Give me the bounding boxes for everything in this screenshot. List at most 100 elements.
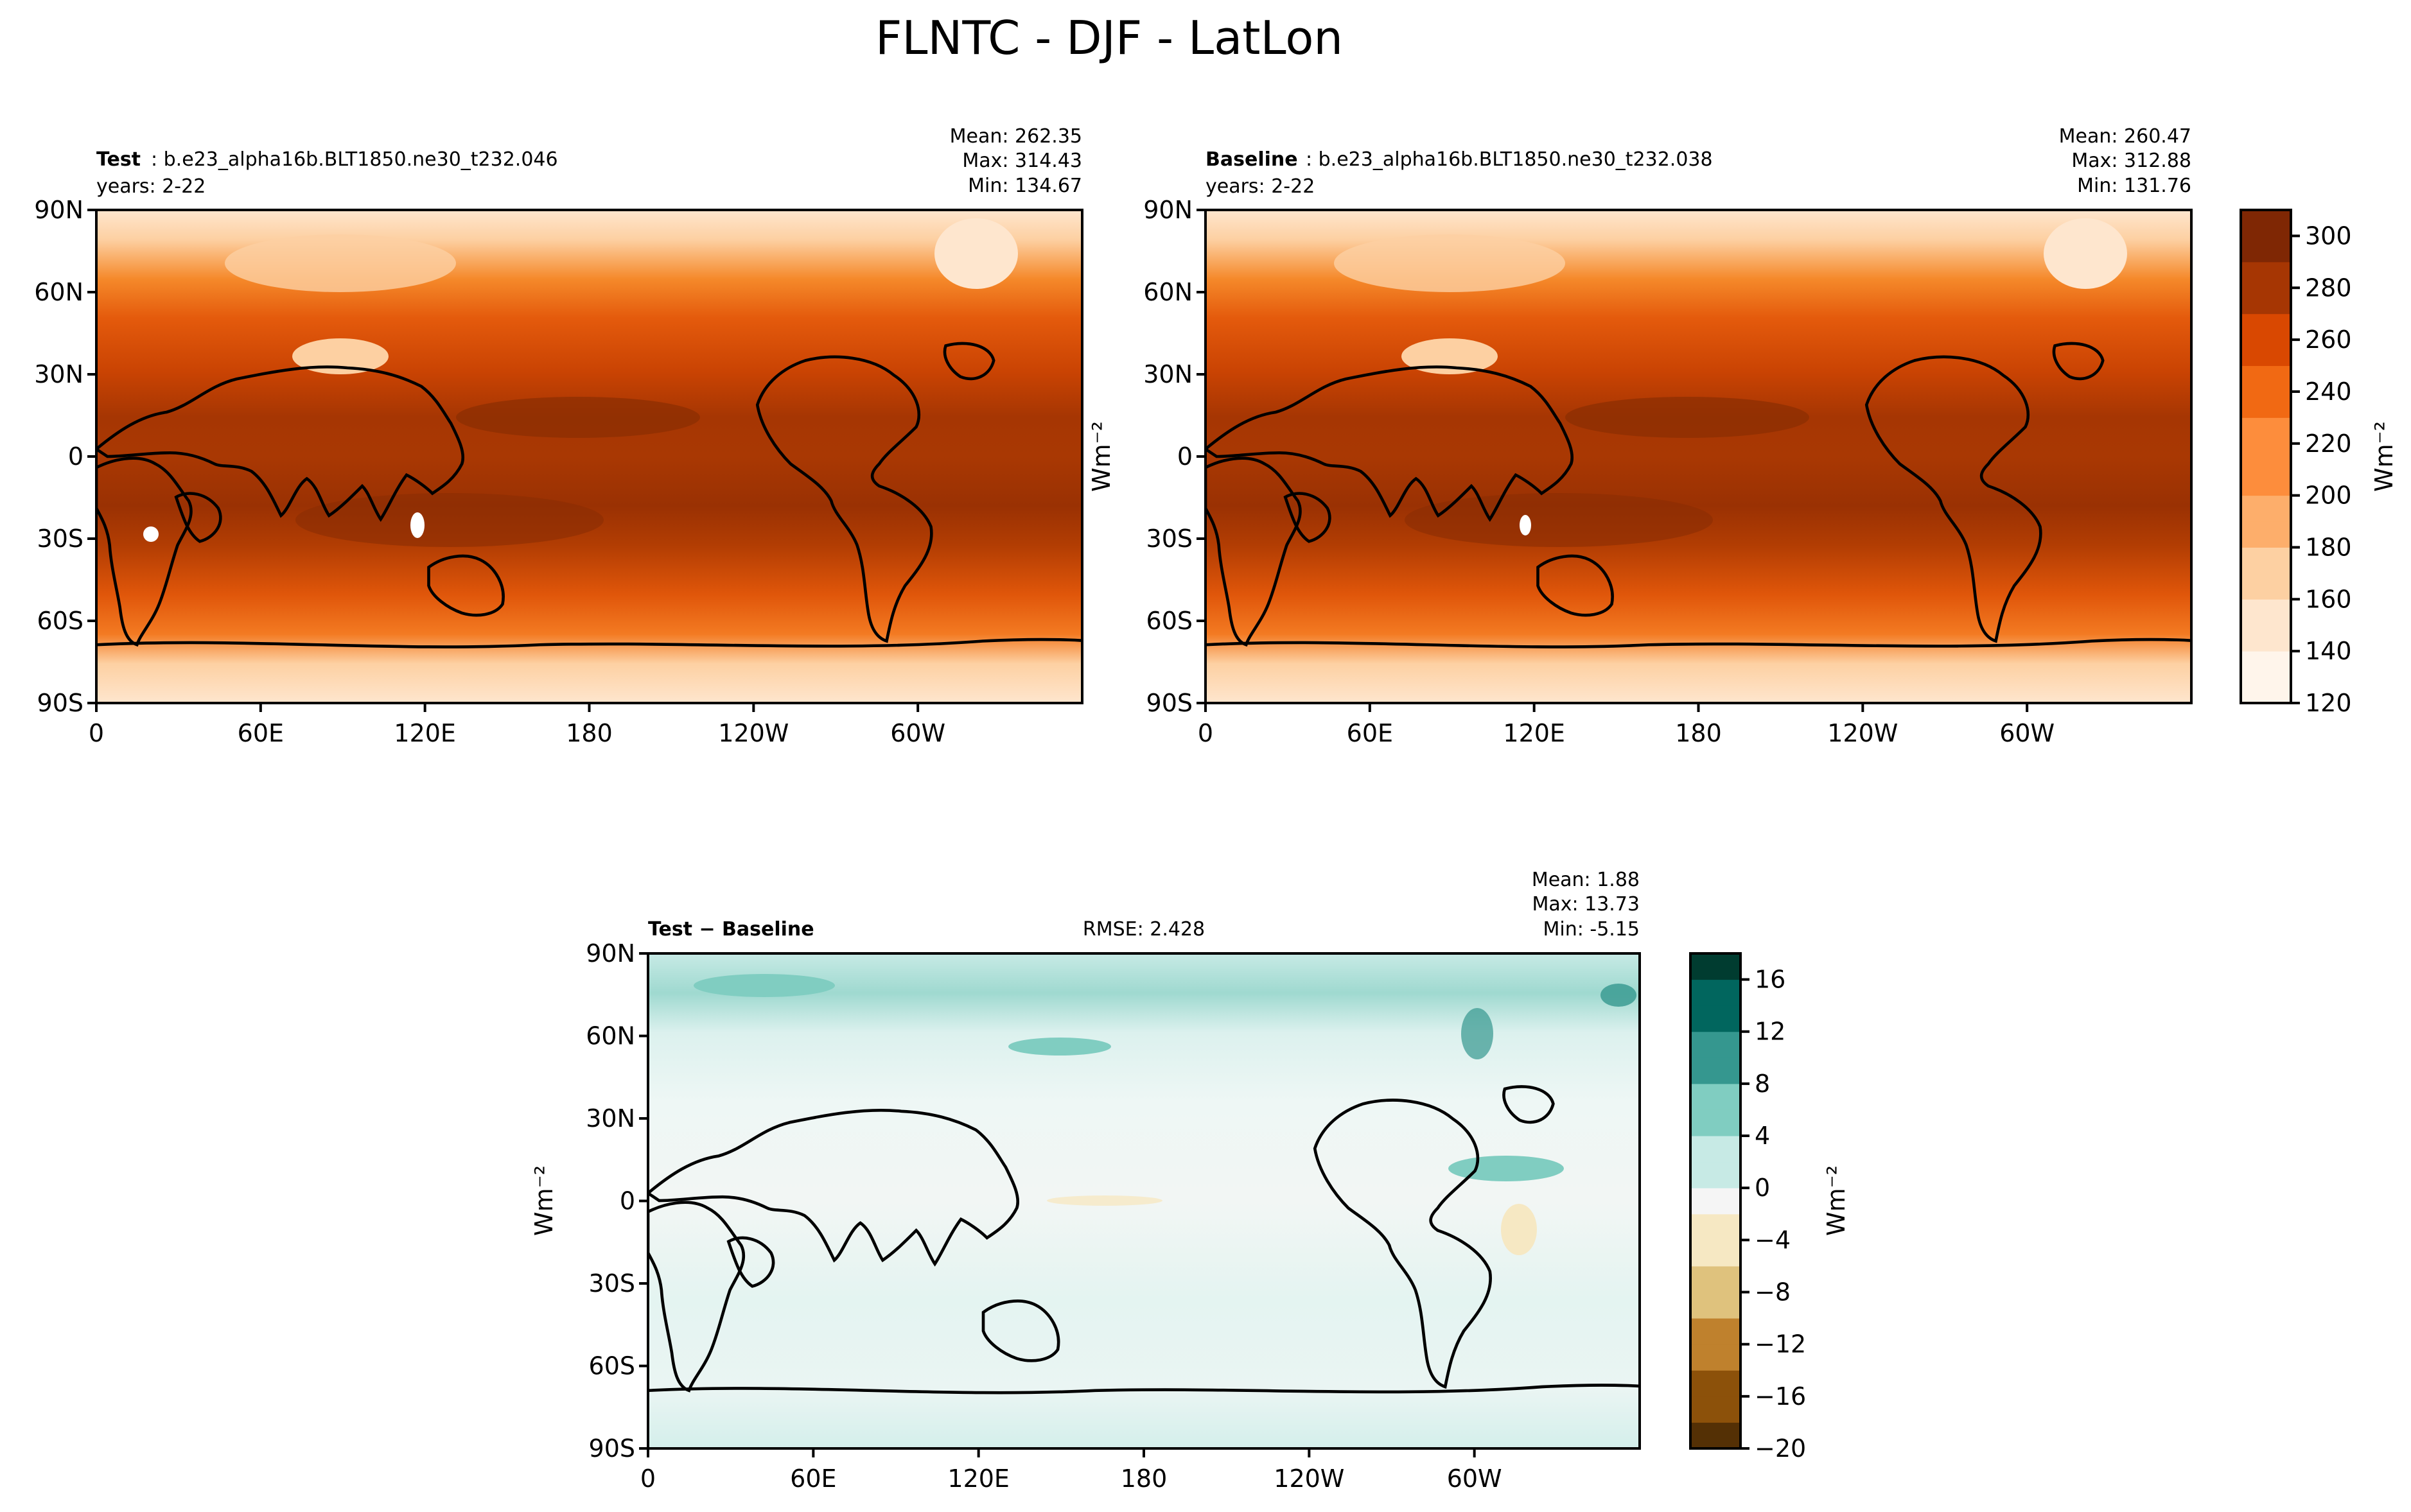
ytick-label: 30S xyxy=(589,1269,635,1298)
baseline-tibet-feature xyxy=(1401,338,1498,374)
colorbar-diff-swatch xyxy=(1690,1057,1740,1084)
colorbar-main-label: 240 xyxy=(2305,378,2352,406)
colorbar-diff-swatch xyxy=(1690,1265,1740,1293)
colorbar-diff-swatch xyxy=(1690,979,1740,1006)
diff-atlantic-high xyxy=(1448,1156,1564,1181)
xtick-label: 120W xyxy=(1274,1464,1344,1493)
test-label-case: : b.e23_alpha16b.BLT1850.ne30_t232.046 xyxy=(151,148,558,171)
colorbar-main-swatch xyxy=(2241,443,2291,470)
diff-min: Min: -5.15 xyxy=(1543,918,1640,941)
baseline-label-case: : b.e23_alpha16b.BLT1850.ne30_t232.038 xyxy=(1306,148,1713,171)
colorbar-diff-swatch xyxy=(1690,1396,1740,1423)
ytick-label: 0 xyxy=(620,1187,635,1215)
panel-baseline: Baseline : b.e23_alpha16b.BLT1850.ne30_t… xyxy=(1143,125,2193,747)
colorbar-main-label: 180 xyxy=(2305,533,2352,561)
test-max: Max: 314.43 xyxy=(962,150,1082,172)
colorbar-diff-label: −12 xyxy=(1755,1330,1806,1359)
xtick-label: 0 xyxy=(640,1464,656,1493)
baseline-greenland-cold xyxy=(2044,218,2127,289)
colorbar-diff-swatch xyxy=(1690,1292,1740,1319)
baseline-australia-spot xyxy=(1520,515,1531,535)
colorbar-main-label: 300 xyxy=(2305,222,2352,250)
baseline-mean: Mean: 260.47 xyxy=(2059,125,2191,148)
colorbar-main-swatch xyxy=(2241,599,2291,626)
xtick-label: 120E xyxy=(947,1464,1010,1493)
baseline-siberia-cold xyxy=(1334,234,1565,292)
colorbar-diff-label: 0 xyxy=(1755,1174,1770,1202)
diff-arctic-high xyxy=(694,974,835,997)
colorbar-main-swatch xyxy=(2241,210,2291,236)
diff-pacific-low xyxy=(1047,1195,1162,1206)
ytick-label: 90N xyxy=(34,196,83,224)
test-warm-pool xyxy=(456,397,700,438)
colorbar-diff-label: 8 xyxy=(1755,1070,1770,1098)
colorbar-diff-label: −16 xyxy=(1755,1382,1806,1411)
baseline-yticks: 90N 60N 30N 0 30S 60S 90S xyxy=(1143,196,1206,717)
baseline-south-warm xyxy=(1405,493,1713,547)
colorbar-main-swatch xyxy=(2241,391,2291,418)
colorbar-main-swatch xyxy=(2241,417,2291,444)
diff-yticks: 90N 60N 30N 0 30S 60S 90S xyxy=(586,939,648,1463)
xtick-label: 60E xyxy=(790,1464,836,1493)
colorbar-main-swatch xyxy=(2241,677,2291,704)
ytick-label: 30S xyxy=(37,525,83,553)
ytick-label: 90S xyxy=(1146,689,1193,717)
figure-title: FLNTC - DJF - LatLon xyxy=(875,11,1343,65)
colorbar-main-swatch xyxy=(2241,261,2291,288)
xtick-label: 120W xyxy=(718,719,789,747)
colorbar-main-swatch xyxy=(2241,236,2291,263)
xtick-label: 120E xyxy=(1503,719,1565,747)
colorbar-diff-units: Wm⁻² xyxy=(1822,1165,1850,1236)
colorbar-diff-swatch xyxy=(1690,1161,1740,1188)
baseline-xticks: 0 60E 120E 180 120W 60W xyxy=(1198,703,2055,747)
ytick-label: 0 xyxy=(68,442,83,471)
colorbar-diff-frame xyxy=(1689,952,1742,1450)
colorbar-diff-swatch xyxy=(1690,1031,1740,1058)
colorbar-main-swatch xyxy=(2241,495,2291,522)
xtick-label: 180 xyxy=(1121,1464,1168,1493)
xtick-label: 180 xyxy=(1675,719,1722,747)
colorbar-diff-swatch xyxy=(1690,1083,1740,1110)
colorbar-main-label: 220 xyxy=(2305,430,2352,458)
colorbar-diff-swatch xyxy=(1690,1344,1740,1371)
colorbar-main-swatch xyxy=(2241,340,2291,367)
ytick-label: 90N xyxy=(586,939,635,968)
ytick-label: 30N xyxy=(1143,360,1193,388)
test-siberia-cold xyxy=(225,234,456,292)
test-label-bold: Test xyxy=(96,148,141,171)
ytick-label: 60N xyxy=(586,1022,635,1050)
colorbar-main-swatch xyxy=(2241,573,2291,600)
test-greenland-cold xyxy=(934,218,1018,289)
colorbar-diff-swatch xyxy=(1690,1005,1740,1032)
diff-pacific-north-high xyxy=(1008,1038,1111,1056)
baseline-warm-pool xyxy=(1565,397,1809,438)
colorbar-main-label: 260 xyxy=(2305,326,2352,354)
xtick-label: 180 xyxy=(566,719,613,747)
baseline-label-bold: Baseline xyxy=(1206,148,1298,171)
test-yticks: 90N 60N 30N 0 30S 60S 90S xyxy=(34,196,96,717)
ytick-label: 60N xyxy=(34,278,83,306)
colorbar-main-label: 160 xyxy=(2305,585,2352,613)
colorbar-main-label: 140 xyxy=(2305,637,2352,665)
diff-left-units: Wm⁻² xyxy=(530,1165,558,1236)
colorbar-main-label: 120 xyxy=(2305,689,2352,717)
colorbar-diff-swatch xyxy=(1690,1370,1740,1397)
ytick-label: 60S xyxy=(37,607,83,635)
ytick-label: 90S xyxy=(589,1434,635,1463)
colorbar-diff-swatch xyxy=(1690,1213,1740,1240)
colorbar-diff-swatch xyxy=(1690,1422,1740,1449)
colorbar-diff-swatch xyxy=(1690,1136,1740,1163)
test-south-warm xyxy=(295,493,604,547)
colorbar-diff-label: −20 xyxy=(1755,1434,1806,1463)
colorbar-main-swatch xyxy=(2241,625,2291,652)
ytick-label: 30S xyxy=(1146,525,1193,553)
diff-arctic-east-high xyxy=(1600,984,1636,1007)
colorbar-diff-swatch xyxy=(1690,1109,1740,1136)
diff-xticks: 0 60E 120E 180 120W 60W xyxy=(640,1448,1502,1493)
colorbar-diff-swatch xyxy=(1690,953,1740,980)
diff-mean: Mean: 1.88 xyxy=(1532,869,1640,891)
xtick-label: 120W xyxy=(1827,719,1898,747)
colorbar-main-swatch xyxy=(2241,547,2291,574)
xtick-label: 60W xyxy=(890,719,945,747)
baseline-years: years: 2-22 xyxy=(1206,175,1315,198)
